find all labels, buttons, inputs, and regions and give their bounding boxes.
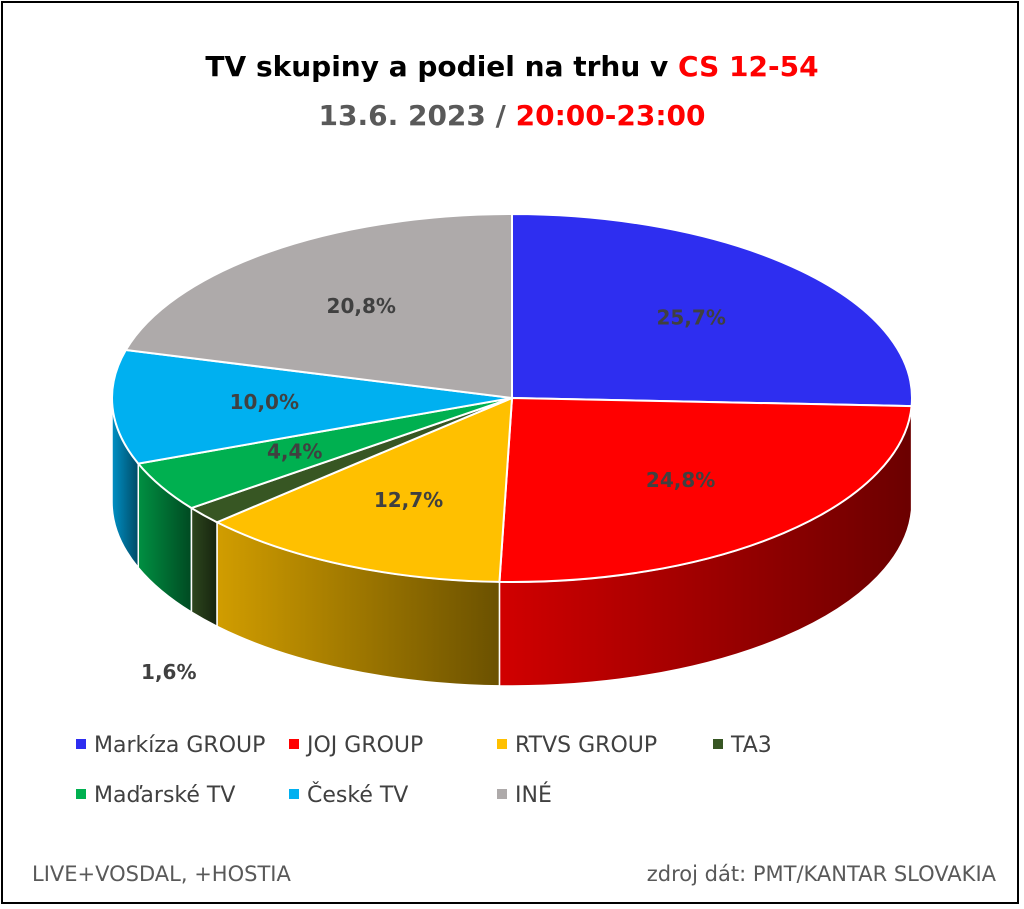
legend-swatch [713, 739, 723, 749]
slice-1 [498, 396, 913, 583]
pie-tops [111, 212, 913, 583]
data-label-6: 20,8% [327, 294, 396, 318]
legend-item: TA3 [713, 733, 772, 758]
legend-item: JOJ GROUP [289, 733, 423, 758]
title-highlight: CS 12-54 [678, 50, 819, 83]
data-label-0: 25,7% [656, 306, 725, 330]
chart-subtitle: 13.6. 2023 / 20:00-23:00 [0, 99, 1024, 132]
legend-label: TA3 [731, 733, 772, 758]
slice-5 [111, 348, 513, 465]
legend-label: Maďarské TV [94, 783, 236, 808]
legend-item: Maďarské TV [76, 783, 235, 808]
legend-swatch [289, 789, 299, 799]
legend-label: RTVS GROUP [515, 733, 658, 758]
legend-item: České TV [289, 783, 408, 808]
pie-sides [111, 397, 913, 687]
chart-title: TV skupiny a podiel na trhu v CS 12-54 [0, 50, 1024, 83]
slice-side-3 [190, 506, 218, 628]
legend-swatch [497, 789, 507, 799]
data-label-2: 12,7% [374, 488, 443, 512]
legend-label: České TV [307, 783, 409, 808]
slice-2 [214, 396, 514, 583]
legend-swatch [289, 739, 299, 749]
title-text: TV skupiny a podiel na trhu v [205, 50, 679, 83]
footer-source: zdroj dát: PMT/KANTAR SLOVAKIA [646, 862, 996, 886]
legend-label: JOJ GROUP [307, 733, 424, 758]
subtitle-time: 20:00-23:00 [515, 99, 706, 132]
legend-label: INÉ [515, 783, 552, 808]
data-label-5: 10,0% [230, 390, 299, 414]
slice-6 [124, 212, 513, 400]
legend-swatch [76, 739, 86, 749]
legend-item: RTVS GROUP [497, 733, 657, 758]
legend-swatch [76, 789, 86, 799]
legend-item: INÉ [497, 783, 552, 808]
data-label-3: 1,6% [141, 660, 196, 684]
slice-0 [511, 212, 913, 408]
legend-label: Markíza GROUP [94, 733, 266, 758]
subtitle-date: 13.6. 2023 / [318, 99, 516, 132]
data-label-4: 4,4% [267, 439, 322, 463]
pie-labels: 25,7% 24,8% 12,7% 1,6% 4,4% 10,0% 20,8% [141, 294, 726, 684]
footer-note: LIVE+VOSDAL, +HOSTIA [32, 862, 291, 886]
legend-swatch [497, 739, 507, 749]
data-label-1: 24,8% [646, 468, 715, 492]
legend-item: Markíza GROUP [76, 733, 265, 758]
